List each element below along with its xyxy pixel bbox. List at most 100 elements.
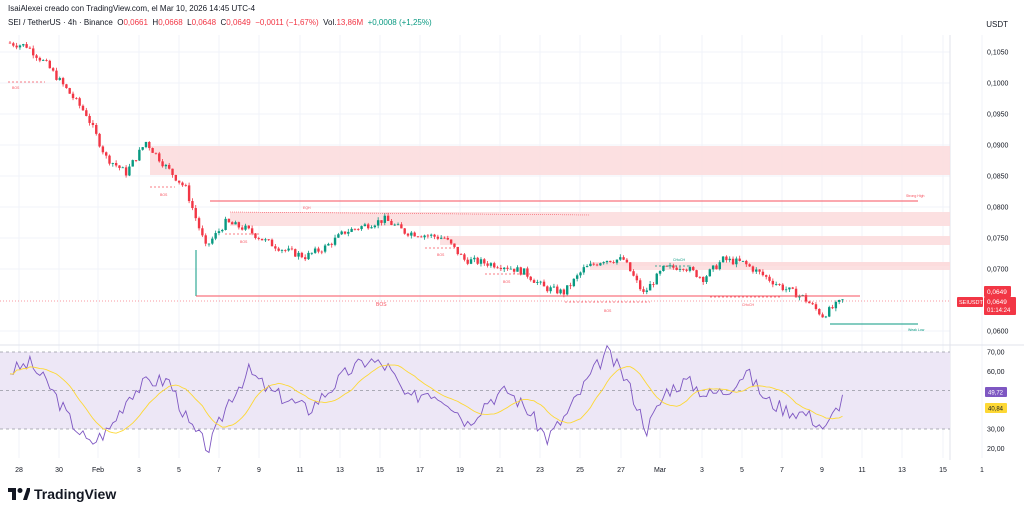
candle-body [88,115,91,123]
candle-body [290,248,294,250]
candle-body [141,147,144,150]
candle-body [662,265,665,272]
candle-body [575,275,579,279]
candle-body [711,265,715,270]
weak-low-label: Weak Low [908,328,925,332]
candle-body [304,257,307,260]
eqh-line [229,211,591,216]
time-tick: 23 [536,467,544,474]
candle-body [360,226,363,230]
candle-body [274,246,277,249]
candle-body [665,265,668,267]
candle-body [499,267,503,270]
candle-body [678,269,682,270]
candle-body [562,289,566,295]
candle-body [55,70,58,80]
candle-body [12,43,15,46]
candle-body [436,236,440,239]
candle-body [625,259,629,263]
candle-body [449,239,453,244]
time-tick: 13 [898,467,906,474]
candle-body [134,160,138,161]
candle-body [496,267,499,269]
candle-body [493,263,496,268]
candle-body [579,272,582,276]
candle-body [247,225,250,229]
tag-price: 0,0649 [987,299,1007,306]
candle-body [702,276,705,282]
currency-label[interactable]: USDT [986,20,1008,29]
candle-body [629,262,632,272]
candle-body [124,167,128,176]
candle-body [373,225,377,228]
candle-body [217,231,221,234]
rsi-tick: 20,00 [987,446,1005,453]
candle-body [231,222,234,225]
candle-body [227,218,231,223]
change-value: −0,0011 (−1,67%) [255,18,319,27]
candle-body [774,284,778,285]
candle-body [343,231,347,234]
candle-body [526,268,529,277]
candle-body [413,232,416,237]
candle-body [735,258,738,265]
close-label: C [220,18,227,27]
rsi-value-tag [985,387,1007,397]
candle-body [323,245,327,252]
rsi-pane [0,344,950,454]
candle-body [479,259,483,264]
candle-body [828,307,831,317]
candle-body [396,224,400,226]
symbol-label[interactable]: SEI / TetherUS · 4h · Binance [8,18,113,27]
candle-body [363,224,367,227]
candle-body [728,258,731,261]
candle-body [280,250,284,251]
candle-body [121,167,124,169]
candle-body [473,257,476,260]
candle-body [154,152,158,154]
candle-body [811,303,814,305]
candle-body [453,243,456,247]
candle-body [808,301,811,304]
candle-body [267,239,270,241]
candle-body [675,267,678,270]
time-tick: 5 [177,467,181,474]
candle-body [277,248,280,251]
rsi-ma-tag [985,403,1007,413]
chart-credit: IsaiAlexei creado con TradingView.com, e… [8,4,256,13]
candle-body [738,258,741,261]
candle-body [791,287,794,289]
tradingview-logo[interactable]: TradingView [8,486,116,502]
candle-body [721,256,725,263]
candle-body [68,88,71,94]
candle-body [330,243,333,245]
candle-body [264,239,267,241]
candle-body [837,300,841,302]
bos-label: BOS [604,309,612,313]
candle-body [333,237,337,245]
candle-body [595,264,599,266]
candle-body [25,44,28,48]
rsi-tick: 60,00 [987,369,1005,376]
candle-body [51,68,55,71]
bos-label: BOS [503,280,511,284]
last-price-value: 0,0649 [987,289,1007,296]
candle-body [745,260,748,265]
candle-body [101,146,105,153]
candle-body [463,254,466,260]
candle-body [439,237,443,239]
candle-body [254,233,257,238]
candle-body [459,254,463,255]
supply-zone [440,236,950,245]
candle-body [48,60,51,69]
candle-body [128,166,131,176]
candle-body [197,218,201,229]
tradingview-logo-icon [8,488,30,500]
candle-body [698,276,702,278]
price-tick: 0,1000 [987,81,1009,88]
price-tick: 0,0600 [987,329,1009,336]
price-tick: 0,0900 [987,143,1009,150]
candle-body [652,284,655,285]
price-chart[interactable]: Strong High Weak Low EQH BOS BOS BOS BOS BOS BOS… [0,0,1024,480]
candle-body [168,164,171,169]
